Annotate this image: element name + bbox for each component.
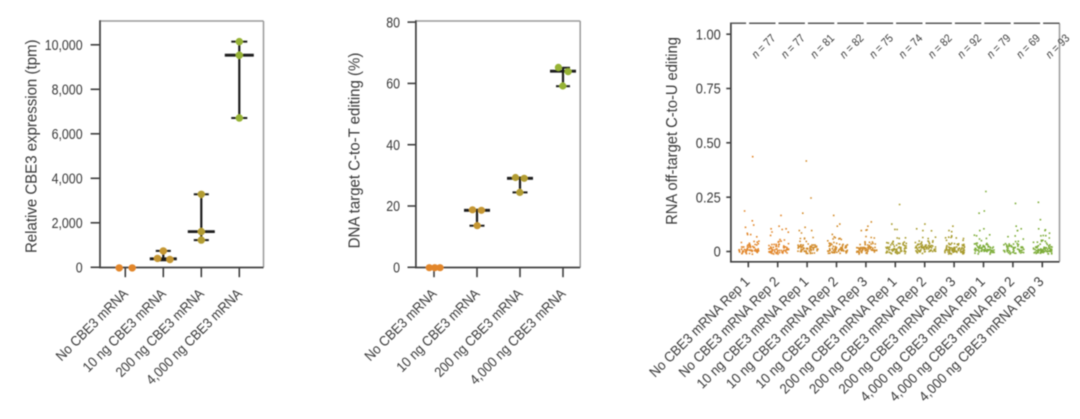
svg-text:n = 82: n = 82 [926,32,955,61]
svg-text:n = 77: n = 77 [749,32,778,61]
svg-text:8,000: 8,000 [52,82,83,98]
svg-text:n = 74: n = 74 [896,32,925,61]
svg-text:40: 40 [386,137,400,153]
svg-text:10,000: 10,000 [45,37,83,53]
svg-text:20: 20 [386,198,400,214]
svg-text:0: 0 [714,244,721,260]
svg-text:0: 0 [393,260,400,276]
svg-text:0: 0 [76,260,83,276]
svg-text:60: 60 [386,76,400,92]
svg-text:80: 80 [386,14,400,30]
svg-text:0.50: 0.50 [696,135,721,151]
svg-text:6,000: 6,000 [52,126,83,142]
svg-text:n = 75: n = 75 [867,32,896,61]
svg-text:n = 81: n = 81 [808,32,837,61]
svg-text:0.25: 0.25 [696,190,721,206]
svg-text:Relative CBE3 expression (tpm): Relative CBE3 expression (tpm) [23,40,40,254]
svg-text:1.00: 1.00 [696,27,721,43]
svg-text:n = 69: n = 69 [1014,32,1043,61]
svg-text:n = 77: n = 77 [779,32,808,61]
svg-text:4,000: 4,000 [52,171,83,187]
svg-text:n = 93: n = 93 [1043,32,1072,61]
svg-text:n = 92: n = 92 [955,32,984,61]
svg-text:n = 82: n = 82 [838,32,867,61]
svg-text:n = 79: n = 79 [985,32,1014,61]
svg-text:0.75: 0.75 [696,81,721,97]
svg-text:RNA off-target C-to-U editing: RNA off-target C-to-U editing [664,37,681,225]
svg-text:2,000: 2,000 [52,215,83,231]
svg-text:No CBE3 mRNA: No CBE3 mRNA [361,286,439,364]
svg-text:DNA target C-to-T editing (%): DNA target C-to-T editing (%) [346,53,363,249]
